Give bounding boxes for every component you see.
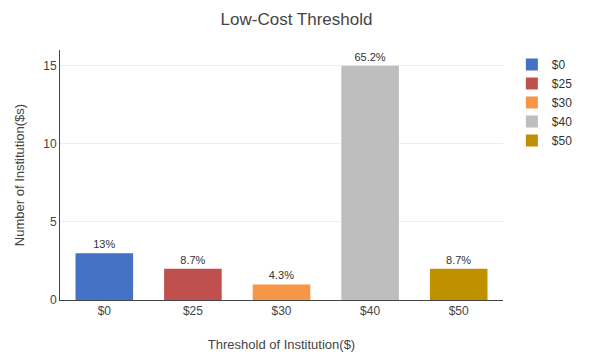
svg-text:$0: $0 (552, 58, 566, 72)
svg-text:$25: $25 (183, 304, 203, 318)
svg-text:5: 5 (50, 215, 57, 229)
svg-text:4.3%: 4.3% (269, 269, 294, 281)
svg-text:$50: $50 (449, 304, 469, 318)
svg-text:15: 15 (43, 59, 57, 73)
svg-text:65.2%: 65.2% (354, 51, 385, 63)
svg-text:$40: $40 (360, 304, 380, 318)
svg-text:13%: 13% (93, 238, 115, 250)
svg-text:Number of Institution($s): Number of Institution($s) (12, 104, 27, 246)
svg-text:$0: $0 (98, 304, 112, 318)
svg-text:8.7%: 8.7% (180, 254, 205, 266)
svg-text:$50: $50 (552, 134, 572, 148)
svg-text:Threshold of Institution($): Threshold of Institution($) (208, 337, 355, 352)
svg-text:Low-Cost Threshold: Low-Cost Threshold (221, 10, 373, 29)
svg-text:$30: $30 (552, 96, 572, 110)
svg-text:8.7%: 8.7% (446, 254, 471, 266)
svg-text:10: 10 (43, 137, 57, 151)
svg-text:$40: $40 (552, 115, 572, 129)
svg-text:$30: $30 (271, 304, 291, 318)
svg-text:$25: $25 (552, 77, 572, 91)
svg-text:0: 0 (50, 293, 57, 307)
